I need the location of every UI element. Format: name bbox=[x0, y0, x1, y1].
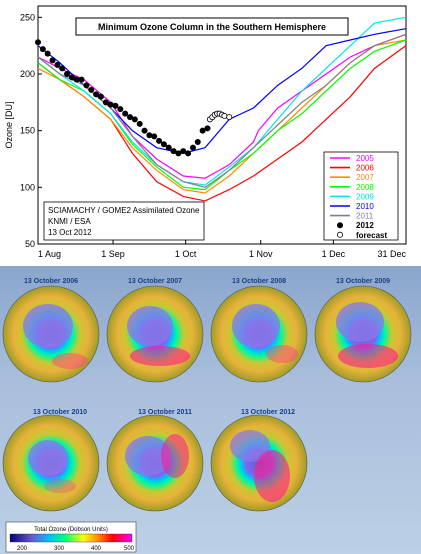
ozone-map-2008 bbox=[210, 285, 308, 383]
point-2012 bbox=[88, 86, 95, 93]
legend-marker-2012 bbox=[336, 222, 343, 229]
ozone-maps-panel: 13 October 2006 13 October 2007 13 Octob… bbox=[0, 266, 421, 554]
legend-label-2005: 2005 bbox=[356, 154, 374, 163]
source-note-line-2: KNMI / ESA bbox=[48, 217, 91, 226]
x-tick-label: 31 Dec bbox=[377, 249, 406, 259]
series-line-2009 bbox=[37, 16, 407, 186]
map-title-2010: 13 October 2010 bbox=[33, 409, 87, 416]
map-title-2009: 13 October 2009 bbox=[336, 278, 390, 285]
point-2012 bbox=[185, 150, 192, 157]
legend-label-2006: 2006 bbox=[356, 164, 374, 173]
point-2012 bbox=[68, 74, 75, 81]
y-axis-label: Ozone [DU] bbox=[4, 101, 14, 148]
legend-marker-forecast bbox=[336, 231, 343, 238]
point-2012 bbox=[151, 133, 158, 140]
legend-label-2010: 2010 bbox=[356, 202, 374, 211]
series-lines bbox=[37, 16, 407, 202]
source-note-line-1: SCIAMACHY / GOME2 Assimilated Ozone bbox=[48, 206, 200, 215]
chart-title: Minimum Ozone Column in the Southern Hem… bbox=[98, 22, 326, 32]
colorbar-tick-500: 500 bbox=[124, 546, 135, 552]
legend-label-2008: 2008 bbox=[356, 183, 374, 192]
colorbar-tick-400: 400 bbox=[91, 546, 102, 552]
point-2012 bbox=[102, 99, 109, 106]
point-2012 bbox=[141, 127, 148, 134]
map-title-2008: 13 October 2008 bbox=[232, 278, 286, 285]
legend-label-2012: 2012 bbox=[356, 221, 374, 230]
y-tick-label: 50 bbox=[25, 239, 35, 249]
point-2012 bbox=[112, 102, 119, 109]
point-2012 bbox=[146, 132, 153, 139]
point-2012 bbox=[78, 76, 85, 83]
ozone-map-2006 bbox=[2, 285, 100, 383]
point-2012 bbox=[204, 125, 211, 132]
point-2012 bbox=[73, 76, 80, 83]
point-2012 bbox=[199, 127, 206, 134]
point-2012 bbox=[107, 101, 114, 108]
point-2012 bbox=[189, 144, 196, 151]
y-axis-ticks: 50 100 150 200 250 bbox=[20, 12, 42, 249]
point-2012 bbox=[122, 110, 129, 117]
x-tick-label: 1 Sep bbox=[101, 249, 125, 259]
point-2012 bbox=[59, 65, 66, 72]
point-forecast bbox=[221, 112, 228, 119]
point-2012 bbox=[136, 120, 143, 127]
point-2012 bbox=[180, 148, 187, 155]
y-tick-label: 150 bbox=[20, 126, 35, 136]
x-tick-label: 1 Dec bbox=[322, 249, 346, 259]
point-2012 bbox=[35, 39, 42, 46]
series-points bbox=[35, 39, 233, 157]
ozone-map-2010 bbox=[2, 414, 100, 512]
x-tick-label: 1 Aug bbox=[38, 249, 61, 259]
source-note-line-3: 13 Oct 2012 bbox=[48, 228, 92, 237]
point-2012 bbox=[194, 138, 201, 145]
source-note-box bbox=[43, 201, 205, 241]
point-2012 bbox=[156, 137, 163, 144]
point-2012 bbox=[93, 91, 100, 98]
colorbar-gradient bbox=[9, 533, 133, 543]
point-2012 bbox=[170, 148, 177, 155]
legend-label-forecast: forecast bbox=[356, 231, 387, 240]
legend-label-2009: 2009 bbox=[356, 192, 374, 201]
legend-label-2011: 2011 bbox=[356, 212, 374, 221]
colorbar-tick-200: 200 bbox=[17, 546, 28, 552]
point-2012 bbox=[39, 46, 46, 53]
ozone-map-2009 bbox=[314, 285, 412, 383]
point-2012 bbox=[49, 57, 56, 64]
map-title-2012: 13 October 2012 bbox=[241, 409, 295, 416]
point-2012 bbox=[83, 82, 90, 89]
ozone-map-2007 bbox=[106, 285, 204, 383]
colorbar-tick-300: 300 bbox=[54, 546, 65, 552]
map-title-2006: 13 October 2006 bbox=[24, 278, 78, 285]
y-tick-label: 100 bbox=[20, 182, 35, 192]
colorbar: Total Ozone (Dobson Units) 200 300 400 5… bbox=[5, 521, 137, 553]
x-tick-label: 1 Oct bbox=[175, 249, 197, 259]
colorbar-title: Total Ozone (Dobson Units) bbox=[34, 527, 108, 533]
map-title-2011: 13 October 2011 bbox=[138, 409, 192, 416]
x-tick-label: 1 Nov bbox=[249, 249, 273, 259]
map-title-2007: 13 October 2007 bbox=[128, 278, 182, 285]
point-2012 bbox=[64, 71, 71, 78]
legend-label-2007: 2007 bbox=[356, 173, 374, 182]
point-2012 bbox=[175, 150, 182, 157]
point-2012 bbox=[160, 141, 167, 148]
point-2012 bbox=[54, 61, 61, 68]
y-tick-label: 250 bbox=[20, 12, 35, 22]
point-2012 bbox=[97, 93, 104, 100]
chart-title-box bbox=[75, 17, 349, 36]
x-axis-ticks: 1 Aug 1 Sep 1 Oct 1 Nov 1 Dec 31 Dec bbox=[37, 240, 407, 259]
point-forecast bbox=[226, 114, 233, 121]
ozone-map-2012 bbox=[210, 414, 308, 512]
y-tick-label: 200 bbox=[20, 69, 35, 79]
point-2012 bbox=[131, 116, 138, 123]
point-2012 bbox=[165, 144, 172, 151]
ozone-line-chart: 50 100 150 200 250 1 Aug 1 Sep 1 Oct 1 Nov 1 Dec… bbox=[4, 5, 407, 259]
point-2012 bbox=[44, 50, 51, 57]
point-2012 bbox=[117, 106, 124, 113]
point-2012 bbox=[127, 114, 134, 121]
ozone-map-2011 bbox=[106, 414, 204, 512]
